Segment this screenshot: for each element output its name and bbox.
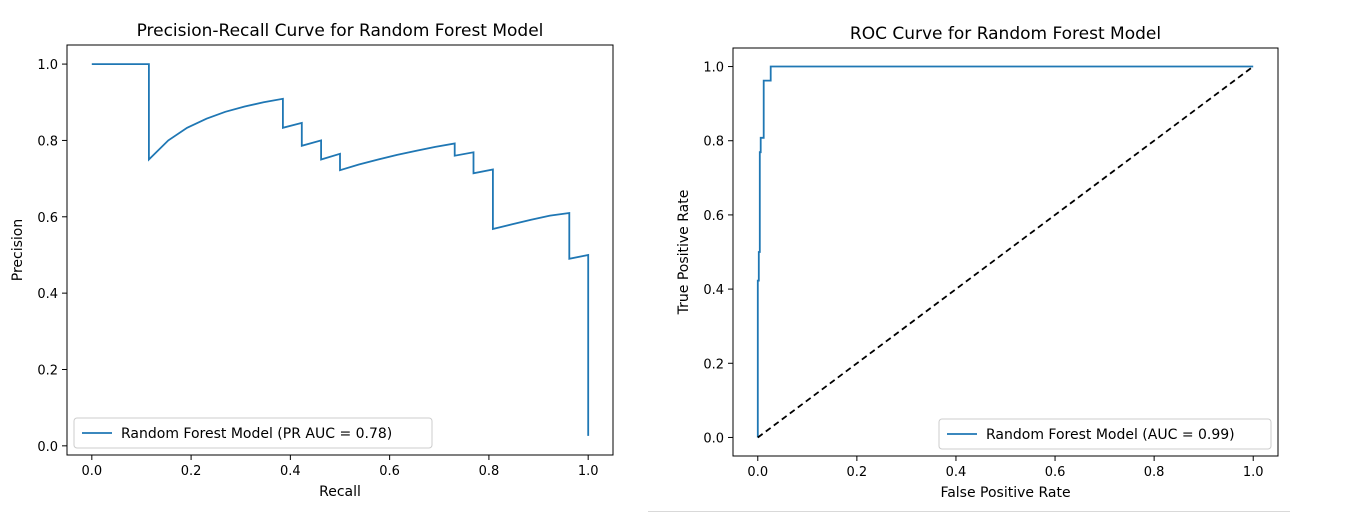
roc-y-axis-label: True Positive Rate — [676, 190, 692, 316]
roc-legend-box — [938, 418, 1272, 450]
roc-y-tick-label: 0.0 — [703, 431, 724, 446]
roc-y-tick-label: 0.6 — [703, 209, 724, 224]
roc-x-axis-label: False Positive Rate — [940, 485, 1070, 501]
roc-legend-label: Random Forest Model (AUC = 0.99) — [986, 427, 1235, 443]
pr-x-tick-label: 0.4 — [280, 464, 301, 479]
pr-x-tick-label: 0.0 — [81, 464, 102, 479]
roc-y-tick-label: 0.4 — [703, 283, 724, 298]
pr-y-tick-label: 0.4 — [37, 287, 58, 302]
pr-y-tick-label: 0.8 — [37, 134, 58, 149]
roc-y-tick-label: 1.0 — [703, 61, 724, 76]
pr-x-tick-label: 1.0 — [578, 464, 599, 479]
pr-axes-frame — [66, 44, 614, 456]
pr-legend-box — [73, 417, 433, 449]
pr-y-tick-label: 1.0 — [37, 58, 58, 73]
pr-legend: Random Forest Model (PR AUC = 0.78) — [73, 417, 433, 449]
roc-legend: Random Forest Model (AUC = 0.99) — [938, 418, 1272, 450]
pr-x-tick-label: 0.2 — [181, 464, 202, 479]
roc-x-tick-label: 0.8 — [1144, 465, 1165, 480]
pr-x-axis-label: Recall — [319, 484, 361, 500]
roc-y-tick-label: 0.2 — [703, 357, 724, 372]
roc-axes-frame — [732, 47, 1279, 457]
pr-chart-title: Precision-Recall Curve for Random Forest… — [137, 21, 544, 41]
pr-x-tick-label: 0.6 — [379, 464, 400, 479]
roc-series-line — [756, 65, 1254, 438]
pr-chart: Precision-Recall Curve for Random Forest… — [10, 21, 614, 500]
pr-y-axis-label: Precision — [10, 219, 26, 281]
roc-chance-line — [757, 65, 1254, 439]
pr-y-tick-label: 0.0 — [37, 440, 58, 455]
pr-series-line — [91, 63, 590, 436]
roc-x-tick-label: 0.4 — [946, 465, 967, 480]
pr-y-tick-label: 0.6 — [37, 211, 58, 226]
roc-x-tick-label: 0.0 — [747, 465, 768, 480]
pr-y-tick-label: 0.2 — [37, 363, 58, 378]
pr-x-tick-label: 0.8 — [479, 464, 500, 479]
pr-legend-label: Random Forest Model (PR AUC = 0.78) — [121, 426, 392, 442]
roc-x-tick-label: 0.6 — [1045, 465, 1066, 480]
bottom-divider — [648, 511, 1290, 512]
roc-chart-title: ROC Curve for Random Forest Model — [850, 24, 1161, 44]
roc-y-tick-label: 0.8 — [703, 135, 724, 150]
roc-chart: ROC Curve for Random Forest Model 0.0 0.2 0… — [676, 24, 1279, 501]
roc-x-tick-label: 1.0 — [1243, 465, 1264, 480]
roc-x-tick-label: 0.2 — [847, 465, 868, 480]
